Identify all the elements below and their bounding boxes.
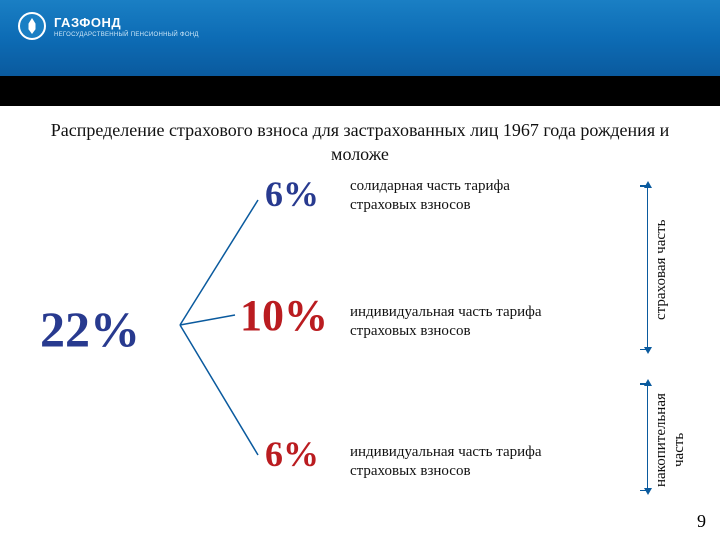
arrow-up-icon xyxy=(644,379,652,386)
arrow-up-icon xyxy=(644,181,652,188)
total-percent: 22% xyxy=(40,300,140,358)
diagram: 22% 6% 10% 6% солидарная часть тарифа ст… xyxy=(0,165,720,540)
bracket-accum xyxy=(647,383,648,491)
label-insurance: страховая часть xyxy=(653,190,670,350)
branch-desc-3: индивидуальная часть тарифа страховых вз… xyxy=(350,443,570,481)
bracket-insurance xyxy=(647,185,648,350)
branch-percent-2: 10% xyxy=(240,290,328,341)
label-accum-2: часть xyxy=(671,420,688,480)
branch-percent-3: 6% xyxy=(265,433,319,475)
branch-desc-2: индивидуальная часть тарифа страховых вз… xyxy=(350,303,570,341)
label-accum-1: накопительная xyxy=(653,383,670,498)
header-bar: ГАЗФОНД НЕГОСУДАРСТВЕННЫЙ ПЕНСИОННЫЙ ФОН… xyxy=(0,0,720,76)
arrow-down-icon xyxy=(644,488,652,495)
page-number: 9 xyxy=(697,511,706,532)
branch-desc-1: солидарная часть тарифа страховых взносо… xyxy=(350,177,570,215)
page-title: Распределение страхового взноса для заст… xyxy=(50,118,670,167)
logo: ГАЗФОНД НЕГОСУДАРСТВЕННЫЙ ПЕНСИОННЫЙ ФОН… xyxy=(18,12,199,40)
logo-subtext: НЕГОСУДАРСТВЕННЫЙ ПЕНСИОННЫЙ ФОНД xyxy=(54,32,199,38)
arrow-down-icon xyxy=(644,347,652,354)
black-band xyxy=(0,76,720,106)
logo-text: ГАЗФОНД xyxy=(54,15,199,30)
flame-icon xyxy=(18,12,46,40)
branch-percent-1: 6% xyxy=(265,173,319,215)
